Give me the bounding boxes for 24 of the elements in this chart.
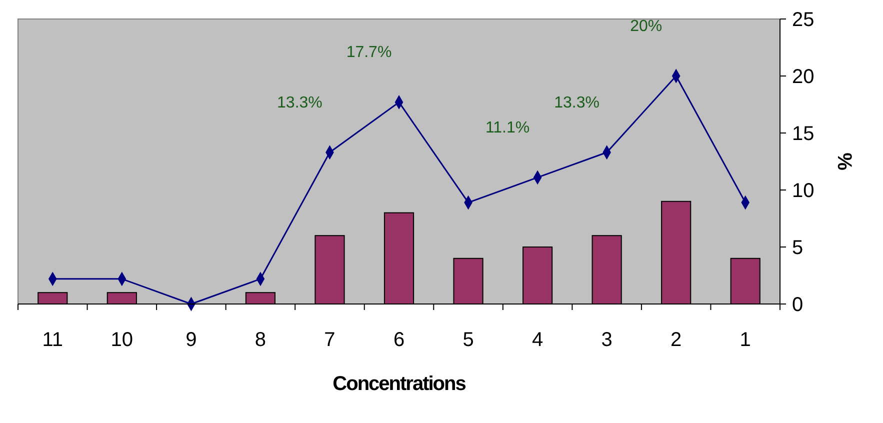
y2-tick-label: 0 [792,294,804,316]
y2-axis-title: % [833,152,855,171]
data-label: 13.3% [554,94,600,112]
y2-tick-label: 20 [792,66,814,88]
x-tick-label: 2 [670,329,682,351]
x-axis-title: Concentrations [332,373,466,395]
x-tick-label: 6 [393,329,405,351]
x-tick-label: 1 [740,329,751,351]
x-tick-label: 11 [42,329,64,351]
x-tick-label: 4 [532,329,544,351]
x-tick-label: 5 [462,329,474,351]
y2-tick-label: 15 [792,123,814,145]
data-label: 13.3% [277,94,322,112]
y2-tick-label: 25 [792,9,814,31]
x-tick-label: 3 [601,329,612,351]
data-label: 20% [630,18,662,35]
x-tick-label: 7 [324,329,336,351]
x-tick-label: 10 [110,329,134,351]
data-label: 11.1% [485,119,530,136]
y2-tick-label: 10 [792,180,814,202]
x-tick-label: 9 [186,329,197,351]
data-label: 17.7% [346,44,392,62]
x-tick-label: 8 [254,329,266,351]
y2-tick-label: 5 [792,237,804,259]
